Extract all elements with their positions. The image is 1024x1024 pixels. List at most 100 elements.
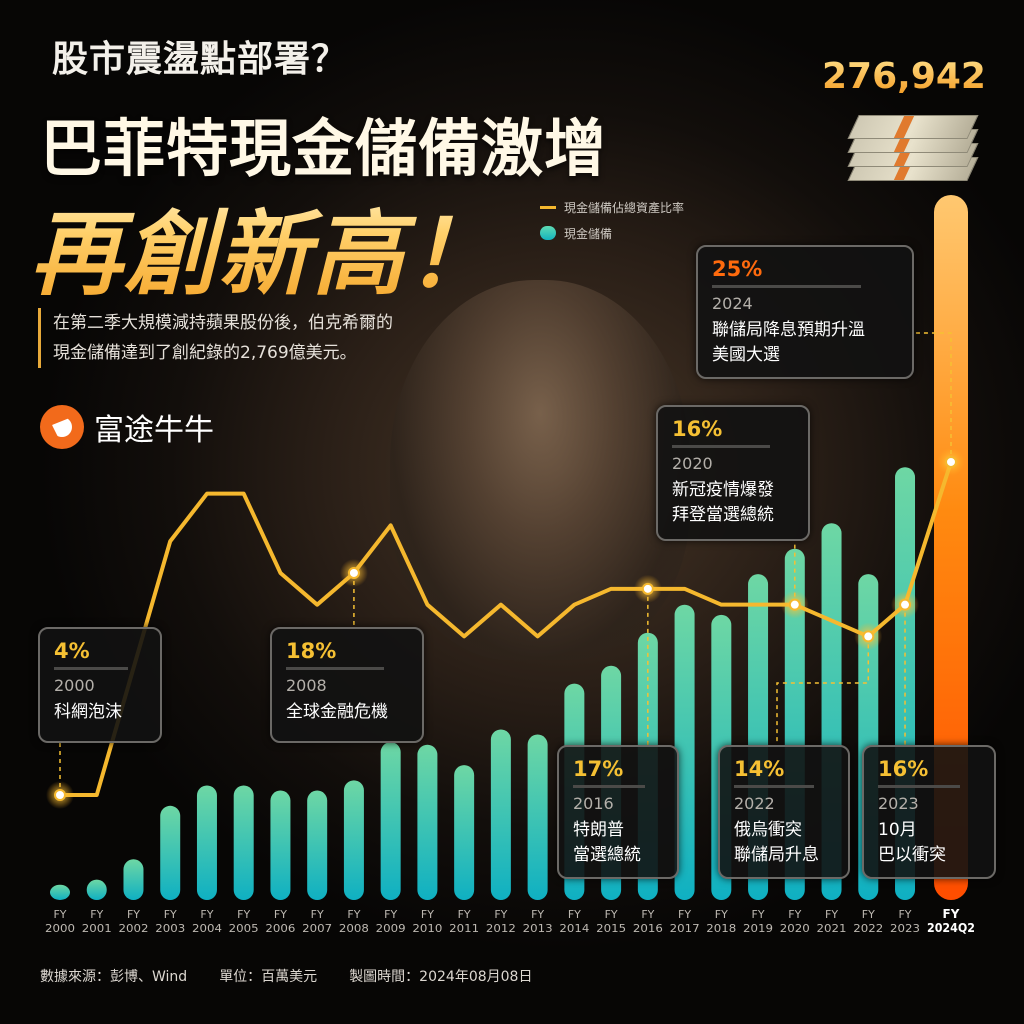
callout-event: 10月 (878, 820, 917, 840)
cash-bar-2004 (196, 785, 217, 900)
x-tick-prefix: FY (274, 908, 287, 921)
x-tick-label: 2022 (853, 922, 883, 935)
legend-label: 現金儲備佔總資產比率 (564, 200, 685, 215)
x-tick-prefix: FY (127, 908, 140, 921)
x-tick-label: 2000 (45, 922, 75, 935)
footer: 數據來源：彭博、Wind 單位：百萬美元 製圖時間：2024年08月08日 (40, 966, 532, 986)
x-tick-label: 2011 (449, 922, 479, 935)
legend: 現金儲備佔總資產比率 現金儲備 (540, 194, 684, 246)
x-tick-label: 2023 (890, 922, 920, 935)
callout-event: 全球金融危機 (286, 702, 388, 722)
callout-event: 巴以衝突 (878, 845, 946, 865)
cash-bar-2002 (123, 859, 144, 900)
cash-bar-2011 (454, 765, 475, 900)
x-tick-label: 2008 (339, 922, 369, 935)
x-tick-prefix: FY (678, 908, 691, 921)
divider (712, 285, 861, 288)
record-value: 276,942 (822, 56, 986, 97)
callout-percent: 17% (573, 757, 624, 781)
callout-event: 當選總統 (573, 845, 641, 865)
x-tick-prefix: FY (90, 908, 103, 921)
callout-2022: 14% 2022 俄烏衝突 聯儲局升息 (718, 745, 850, 879)
ratio-point-2008 (347, 566, 360, 579)
callout-percent: 18% (286, 639, 337, 663)
callout-connector (776, 636, 870, 745)
x-tick-prefix: FY (752, 908, 765, 921)
x-tick-label: 2017 (670, 922, 700, 935)
x-tick-label: 2002 (118, 922, 148, 935)
ratio-point-2016 (641, 582, 654, 595)
x-tick-label: 2010 (412, 922, 442, 935)
x-tick-prefix: FY (862, 908, 875, 921)
brand-logo: 富途牛牛 (40, 405, 214, 449)
callout-event: 美國大選 (712, 345, 780, 365)
callout-2008: 18% 2008 全球金融危機 (270, 627, 424, 743)
cash-bar-2010 (417, 744, 438, 900)
callout-2016: 17% 2016 特朗普 當選總統 (557, 745, 679, 879)
x-tick-label: 2009 (376, 922, 406, 935)
x-tick-prefix: FY (943, 907, 960, 921)
callout-event: 科網泡沫 (54, 702, 122, 722)
legend-label: 現金儲備 (564, 226, 613, 241)
callout-event: 拜登當選總統 (672, 505, 774, 525)
x-tick-label: 2018 (706, 922, 736, 935)
line-swatch-icon (540, 205, 556, 209)
divider (878, 785, 960, 788)
brand-name: 富途牛牛 (94, 413, 214, 448)
data-source: 數據來源：彭博、Wind (40, 969, 188, 985)
callout-percent: 16% (672, 417, 723, 441)
ratio-point-2020 (788, 598, 801, 611)
callout-2024: 25% 2024 聯儲局降息預期升溫 美國大選 (696, 245, 914, 379)
ratio-point-2023 (899, 598, 912, 611)
callout-event: 新冠疫情爆發 (672, 480, 774, 500)
x-tick-label: 2020 (780, 922, 810, 935)
x-tick-prefix: FY (825, 908, 838, 921)
x-tick-label: 2015 (596, 922, 626, 935)
legend-item-ratio: 現金儲備佔總資產比率 (540, 194, 684, 220)
subtitle: 在第二季大規模減持蘋果股份後，伯克希爾的 現金儲備達到了創紀錄的2,769億美元… (38, 308, 393, 368)
divider (734, 785, 814, 788)
x-tick-label: 2013 (523, 922, 553, 935)
callout-2020: 16% 2020 新冠疫情爆發 拜登當選總統 (656, 405, 810, 541)
cash-bar-2013 (527, 734, 548, 900)
unit-label: 單位：百萬美元 (219, 969, 318, 985)
cash-bar-2003 (160, 805, 181, 900)
callout-percent: 14% (734, 757, 785, 781)
cash-bar-2007 (307, 790, 328, 900)
x-tick-prefix: FY (237, 908, 250, 921)
cash-bar-2009 (380, 742, 401, 900)
callout-year: 2016 (573, 794, 614, 813)
x-tick-label: 2016 (633, 922, 663, 935)
cash-bar-2001 (86, 879, 107, 900)
callout-year: 2008 (286, 676, 327, 695)
headline: 巴菲特現金儲備激增 (40, 112, 608, 185)
headline-record: 再創新高！ (30, 180, 500, 313)
x-tick-label: 2021 (817, 922, 847, 935)
x-tick-prefix: FY (164, 908, 177, 921)
callout-connector (914, 332, 952, 462)
divider (286, 667, 384, 670)
x-tick-prefix: FY (531, 908, 544, 921)
cash-bar-2008 (343, 780, 364, 900)
x-tick-prefix: FY (494, 908, 507, 921)
divider (672, 445, 770, 448)
ratio-point-2000 (54, 789, 66, 801)
callout-year: 2023 (878, 794, 919, 813)
x-tick-prefix: FY (421, 908, 434, 921)
ratio-point-2024Q2 (945, 455, 957, 468)
x-tick-prefix: FY (311, 908, 324, 921)
callout-2023: 16% 2023 10月 巴以衝突 (862, 745, 996, 879)
cash-bar-2024Q2 (934, 195, 968, 900)
x-tick-prefix: FY (898, 908, 911, 921)
x-tick-prefix: FY (347, 908, 360, 921)
x-tick-prefix: FY (53, 908, 66, 921)
divider (573, 785, 645, 788)
x-tick-label: 2014 (559, 922, 589, 935)
x-tick-prefix: FY (568, 908, 581, 921)
x-tick-prefix: FY (641, 908, 654, 921)
x-tick-prefix: FY (384, 908, 397, 921)
bar-swatch-icon (540, 226, 556, 240)
subtitle-line: 在第二季大規模減持蘋果股份後，伯克希爾的 (53, 313, 393, 333)
bull-logo-icon (40, 405, 84, 449)
